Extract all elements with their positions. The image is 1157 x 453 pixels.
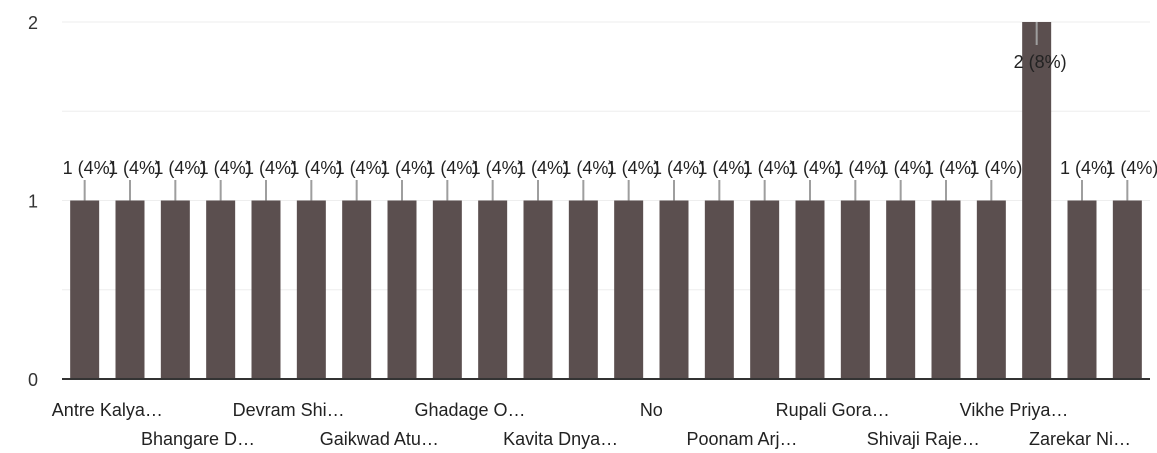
- data-label: 1 (4%): [924, 158, 977, 178]
- bar: [704, 200, 734, 379]
- bar: [206, 200, 236, 379]
- bar: [478, 200, 508, 379]
- x-tick-label: Antre Kalya…: [52, 400, 163, 420]
- bar: [160, 200, 190, 379]
- x-tick-label: Shivaji Raje…: [867, 429, 980, 449]
- data-label: 1 (4%): [153, 158, 206, 178]
- x-tick-label: Poonam Arj…: [686, 429, 797, 449]
- y-tick-label: 0: [28, 370, 38, 390]
- bar: [342, 200, 372, 379]
- data-label: 1 (4%): [199, 158, 252, 178]
- data-label: 2 (8%): [1014, 52, 1067, 72]
- bar: [795, 200, 825, 379]
- bar: [296, 200, 326, 379]
- data-label: 1 (4%): [380, 158, 433, 178]
- data-label: 1 (4%): [471, 158, 524, 178]
- data-label: 1 (4%): [561, 158, 614, 178]
- data-label: 1 (4%): [1105, 158, 1157, 178]
- bar: [70, 200, 100, 379]
- data-label: 1 (4%): [108, 158, 161, 178]
- bar: [1022, 22, 1052, 379]
- bar: [1112, 200, 1142, 379]
- bar: [387, 200, 417, 379]
- data-label: 1 (4%): [879, 158, 932, 178]
- data-label: 1 (4%): [244, 158, 297, 178]
- bar: [1067, 200, 1097, 379]
- data-label: 1 (4%): [516, 158, 569, 178]
- x-tick-label: Ghadage O…: [414, 400, 525, 420]
- y-tick-label: 2: [28, 13, 38, 33]
- data-label: 1 (4%): [607, 158, 660, 178]
- bar: [523, 200, 553, 379]
- bar: [931, 200, 961, 379]
- x-tick-label: No: [640, 400, 663, 420]
- bar: [614, 200, 644, 379]
- data-label: 1 (4%): [289, 158, 342, 178]
- y-tick-label: 1: [28, 192, 38, 212]
- bars: [70, 22, 1142, 379]
- data-labels: 1 (4%)1 (4%)1 (4%)1 (4%)1 (4%)1 (4%)1 (4…: [63, 22, 1157, 201]
- data-label: 1 (4%): [652, 158, 705, 178]
- bar: [976, 200, 1006, 379]
- x-tick-label: Kavita Dnya…: [503, 429, 618, 449]
- bar: [886, 200, 916, 379]
- data-label: 1 (4%): [743, 158, 796, 178]
- bar: [568, 200, 598, 379]
- data-label: 1 (4%): [335, 158, 388, 178]
- data-label: 1 (4%): [697, 158, 750, 178]
- x-tick-label: Bhangare D…: [141, 429, 255, 449]
- bar: [840, 200, 870, 379]
- data-label: 1 (4%): [425, 158, 478, 178]
- bar: [659, 200, 689, 379]
- bar: [115, 200, 145, 379]
- x-tick-label: Devram Shi…: [233, 400, 345, 420]
- x-axis-labels: Antre Kalya… Bhangare D… Devram Shi… Gaikwa…: [52, 400, 1131, 449]
- bar: [750, 200, 780, 379]
- data-label: 1 (4%): [833, 158, 886, 178]
- x-tick-label: Zarekar Ni…: [1029, 429, 1131, 449]
- y-axis-ticks: 0 1 2: [28, 13, 38, 390]
- x-tick-label: Vikhe Priya…: [960, 400, 1069, 420]
- x-tick-label: Gaikwad Atu…: [320, 429, 439, 449]
- x-tick-label: Rupali Gora…: [776, 400, 890, 420]
- bar: [251, 200, 281, 379]
- data-label: 1 (4%): [969, 158, 1022, 178]
- data-label: 1 (4%): [788, 158, 841, 178]
- data-label: 1 (4%): [1060, 158, 1113, 178]
- bar: [432, 200, 462, 379]
- data-label: 1 (4%): [63, 158, 116, 178]
